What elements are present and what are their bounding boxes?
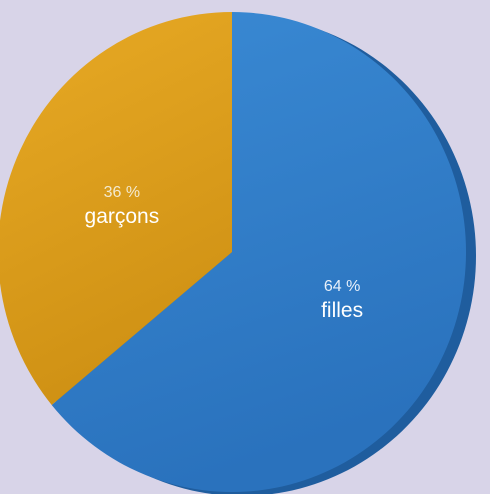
pie-slice-filles <box>51 12 466 492</box>
labels-layer: 64 % filles 36 % garçons <box>85 184 364 322</box>
pie-value-label-filles: 64 % <box>324 278 360 295</box>
pie-slice-garons <box>0 12 232 405</box>
pie-category-label-garons: garçons <box>85 205 160 228</box>
pie-value-label-garons: 36 % <box>104 184 140 201</box>
slices-layer <box>0 12 476 494</box>
pie-category-label-filles: filles <box>321 299 363 322</box>
